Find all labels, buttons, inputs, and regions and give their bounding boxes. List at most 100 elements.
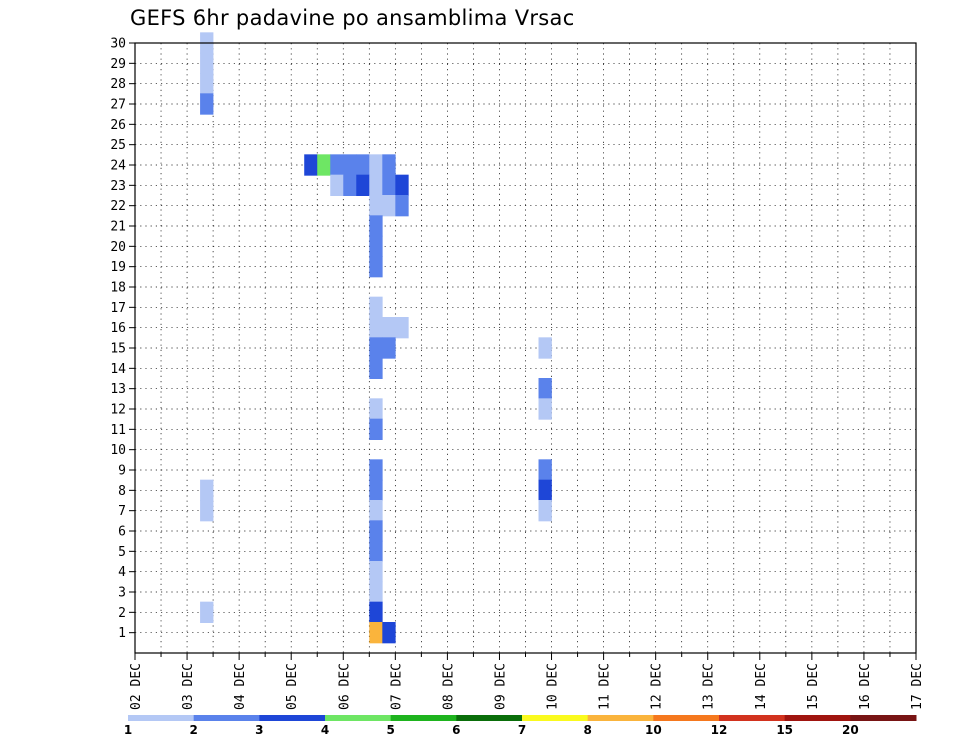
x-axis: 02 DEC 03 DEC 04 DEC 05 DEC 06 DEC 07 DEC 08 D… <box>129 653 925 710</box>
heatmap-cell <box>369 337 383 359</box>
heatmap-cell <box>369 418 383 440</box>
x-tick-label: 12 DEC <box>650 663 665 710</box>
legend-label: 7 <box>518 723 526 737</box>
x-tick-label: 06 DEC <box>337 663 352 710</box>
heatmap-cell <box>382 317 396 339</box>
heatmap-cell <box>538 398 552 420</box>
y-tick-label: 5 <box>118 545 126 560</box>
heatmap-cell <box>538 378 552 400</box>
y-tick-label: 2 <box>118 606 126 621</box>
y-tick-label: 7 <box>118 504 126 519</box>
heatmap-cell <box>369 357 383 379</box>
y-tick-label: 22 <box>110 199 126 214</box>
heatmap-cell <box>538 479 552 501</box>
cells-layer <box>200 32 552 644</box>
heatmap-cell <box>369 479 383 501</box>
y-tick-label: 27 <box>110 98 126 113</box>
heatmap-cell <box>369 174 383 196</box>
heatmap-cell <box>369 256 383 278</box>
heatmap-cell <box>369 601 383 623</box>
heatmap-cell <box>356 174 370 196</box>
y-tick-label: 25 <box>110 138 126 153</box>
y-tick-label: 30 <box>110 37 126 52</box>
legend-label: 4 <box>321 723 329 737</box>
legend-swatch <box>522 715 589 721</box>
heatmap-cell <box>382 195 396 217</box>
heatmap-cell <box>356 154 370 176</box>
heatmap-cell <box>369 154 383 176</box>
legend-swatch <box>784 715 851 721</box>
heatmap-cell <box>369 215 383 237</box>
x-tick-label: 05 DEC <box>285 663 300 710</box>
heatmap-cell <box>369 235 383 257</box>
y-tick-label: 10 <box>110 443 126 458</box>
heatmap-cell <box>395 195 409 217</box>
y-tick-label: 19 <box>110 260 126 275</box>
heatmap-cell <box>330 154 344 176</box>
x-tick-label: 14 DEC <box>754 663 769 710</box>
legend-swatch <box>128 715 195 721</box>
heatmap-cell <box>343 174 357 196</box>
legend-label: 2 <box>189 723 197 737</box>
heatmap-cell <box>395 174 409 196</box>
heatmap-cell <box>369 561 383 583</box>
y-tick-label: 14 <box>110 362 126 377</box>
y-tick-label: 6 <box>118 525 126 540</box>
y-tick-label: 3 <box>118 586 126 601</box>
y-tick-label: 9 <box>118 464 126 479</box>
y-tick-label: 29 <box>110 57 126 72</box>
y-tick-label: 13 <box>110 382 126 397</box>
legend-swatch <box>193 715 260 721</box>
legend-label: 20 <box>842 723 859 737</box>
x-tick-label: 13 DEC <box>702 663 717 710</box>
y-tick-label: 26 <box>110 118 126 133</box>
heatmap-cell <box>369 520 383 542</box>
heatmap-cell <box>200 93 214 115</box>
heatmap-cell <box>382 154 396 176</box>
legend-swatch <box>587 715 654 721</box>
y-axis: 1234567891011121314151617181920212223242… <box>110 37 135 641</box>
heatmap-cell <box>369 540 383 562</box>
legend-label: 10 <box>645 723 662 737</box>
heatmap-cell <box>369 195 383 217</box>
legend-swatch <box>259 715 326 721</box>
y-tick-label: 17 <box>110 301 126 316</box>
heatmap-cell <box>382 622 396 644</box>
x-tick-label: 07 DEC <box>389 663 404 710</box>
heatmap-cell <box>395 317 409 339</box>
y-tick-label: 21 <box>110 220 126 235</box>
x-tick-label: 15 DEC <box>806 663 821 710</box>
heatmap-cell <box>538 459 552 481</box>
y-tick-label: 11 <box>110 423 126 438</box>
heatmap-cell <box>317 154 331 176</box>
legend-swatch <box>390 715 457 721</box>
heatmap-cell <box>382 337 396 359</box>
y-tick-label: 23 <box>110 179 126 194</box>
chart-title: GEFS 6hr padavine po ansamblima Vrsac <box>130 6 575 30</box>
x-tick-label: 17 DEC <box>910 663 925 710</box>
heatmap-cell <box>538 337 552 359</box>
heatmap-cell <box>538 500 552 522</box>
heatmap-cell <box>200 500 214 522</box>
legend-swatch <box>719 715 786 721</box>
y-tick-label: 28 <box>110 77 126 92</box>
y-tick-label: 18 <box>110 281 126 296</box>
heatmap-cell <box>369 459 383 481</box>
legend-label: 5 <box>386 723 394 737</box>
legend-swatch <box>325 715 392 721</box>
legend-swatch <box>653 715 720 721</box>
heatmap-cell <box>200 479 214 501</box>
legend-swatch <box>850 715 917 721</box>
legend-label: 3 <box>255 723 263 737</box>
heatmap-cell <box>330 174 344 196</box>
legend-label: 15 <box>776 723 793 737</box>
heatmap-cell <box>369 296 383 318</box>
y-tick-label: 1 <box>118 626 126 641</box>
y-tick-label: 12 <box>110 403 126 418</box>
x-tick-label: 11 DEC <box>598 663 613 710</box>
heatmap-cell <box>369 317 383 339</box>
heatmap-cell <box>304 154 318 176</box>
heatmap-cell <box>369 622 383 644</box>
x-tick-label: 10 DEC <box>546 663 561 710</box>
